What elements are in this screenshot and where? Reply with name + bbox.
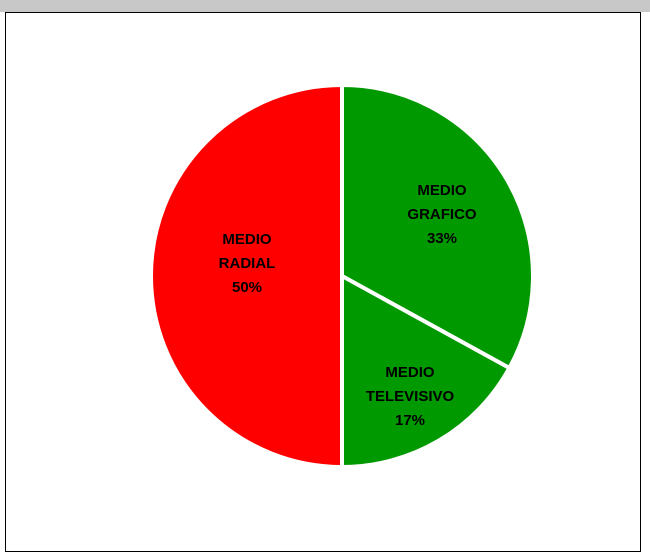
slice-name-line: RADIAL: [219, 255, 276, 272]
slice-percent-label: 17%: [395, 412, 425, 429]
pie-slices: [149, 83, 535, 469]
slice-name-line: MEDIO: [385, 364, 435, 381]
slice-percent-label: 50%: [232, 279, 262, 296]
pie-slice-medio-grafico: [340, 83, 535, 371]
slice-name-line: MEDIO: [417, 182, 467, 199]
slice-label-medio-grafico: MEDIO GRAFICO 33%: [407, 182, 476, 247]
window-top-bar: [0, 0, 650, 12]
slice-name-line: MEDIO: [222, 231, 272, 248]
pie-labels: MEDIO GRAFICO 33% MEDIO TELEVISIVO 17% MEDIO RA…: [219, 182, 477, 429]
slice-label-medio-radial: MEDIO RADIAL 50%: [219, 231, 276, 296]
slice-label-medio-televisivo: MEDIO TELEVISIVO 17%: [366, 364, 455, 429]
slice-name-line: TELEVISIVO: [366, 388, 455, 405]
pie-slice-medio-televisivo: [340, 274, 512, 469]
slice-name-line: GRAFICO: [407, 206, 476, 223]
pie-slice-medio-radial: [149, 83, 344, 469]
slice-percent-label: 33%: [427, 230, 457, 247]
